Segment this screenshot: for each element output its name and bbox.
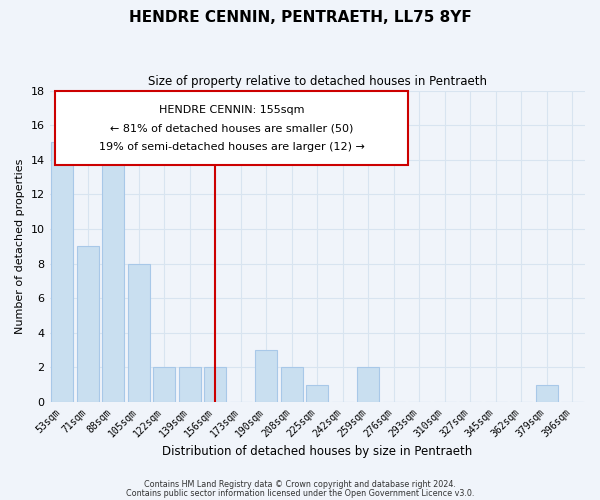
Text: HENDRE CENNIN, PENTRAETH, LL75 8YF: HENDRE CENNIN, PENTRAETH, LL75 8YF	[128, 10, 472, 25]
Bar	[256, 350, 277, 402]
Bar	[128, 264, 149, 402]
Bar	[307, 385, 328, 402]
Bar	[358, 368, 379, 402]
Text: HENDRE CENNIN: 155sqm: HENDRE CENNIN: 155sqm	[159, 104, 304, 115]
Text: Contains HM Land Registry data © Crown copyright and database right 2024.: Contains HM Land Registry data © Crown c…	[144, 480, 456, 489]
FancyBboxPatch shape	[55, 90, 408, 166]
Bar	[281, 368, 302, 402]
Text: 19% of semi-detached houses are larger (12) →: 19% of semi-detached houses are larger (…	[98, 142, 365, 152]
Bar	[205, 368, 226, 402]
Bar	[179, 368, 200, 402]
Title: Size of property relative to detached houses in Pentraeth: Size of property relative to detached ho…	[148, 75, 487, 88]
Bar	[77, 246, 98, 402]
Text: ← 81% of detached houses are smaller (50): ← 81% of detached houses are smaller (50…	[110, 124, 353, 134]
Y-axis label: Number of detached properties: Number of detached properties	[15, 158, 25, 334]
Text: Contains public sector information licensed under the Open Government Licence v3: Contains public sector information licen…	[126, 489, 474, 498]
Bar	[103, 142, 124, 402]
Bar	[154, 368, 175, 402]
Bar	[52, 142, 73, 402]
X-axis label: Distribution of detached houses by size in Pentraeth: Distribution of detached houses by size …	[162, 444, 472, 458]
Bar	[536, 385, 557, 402]
